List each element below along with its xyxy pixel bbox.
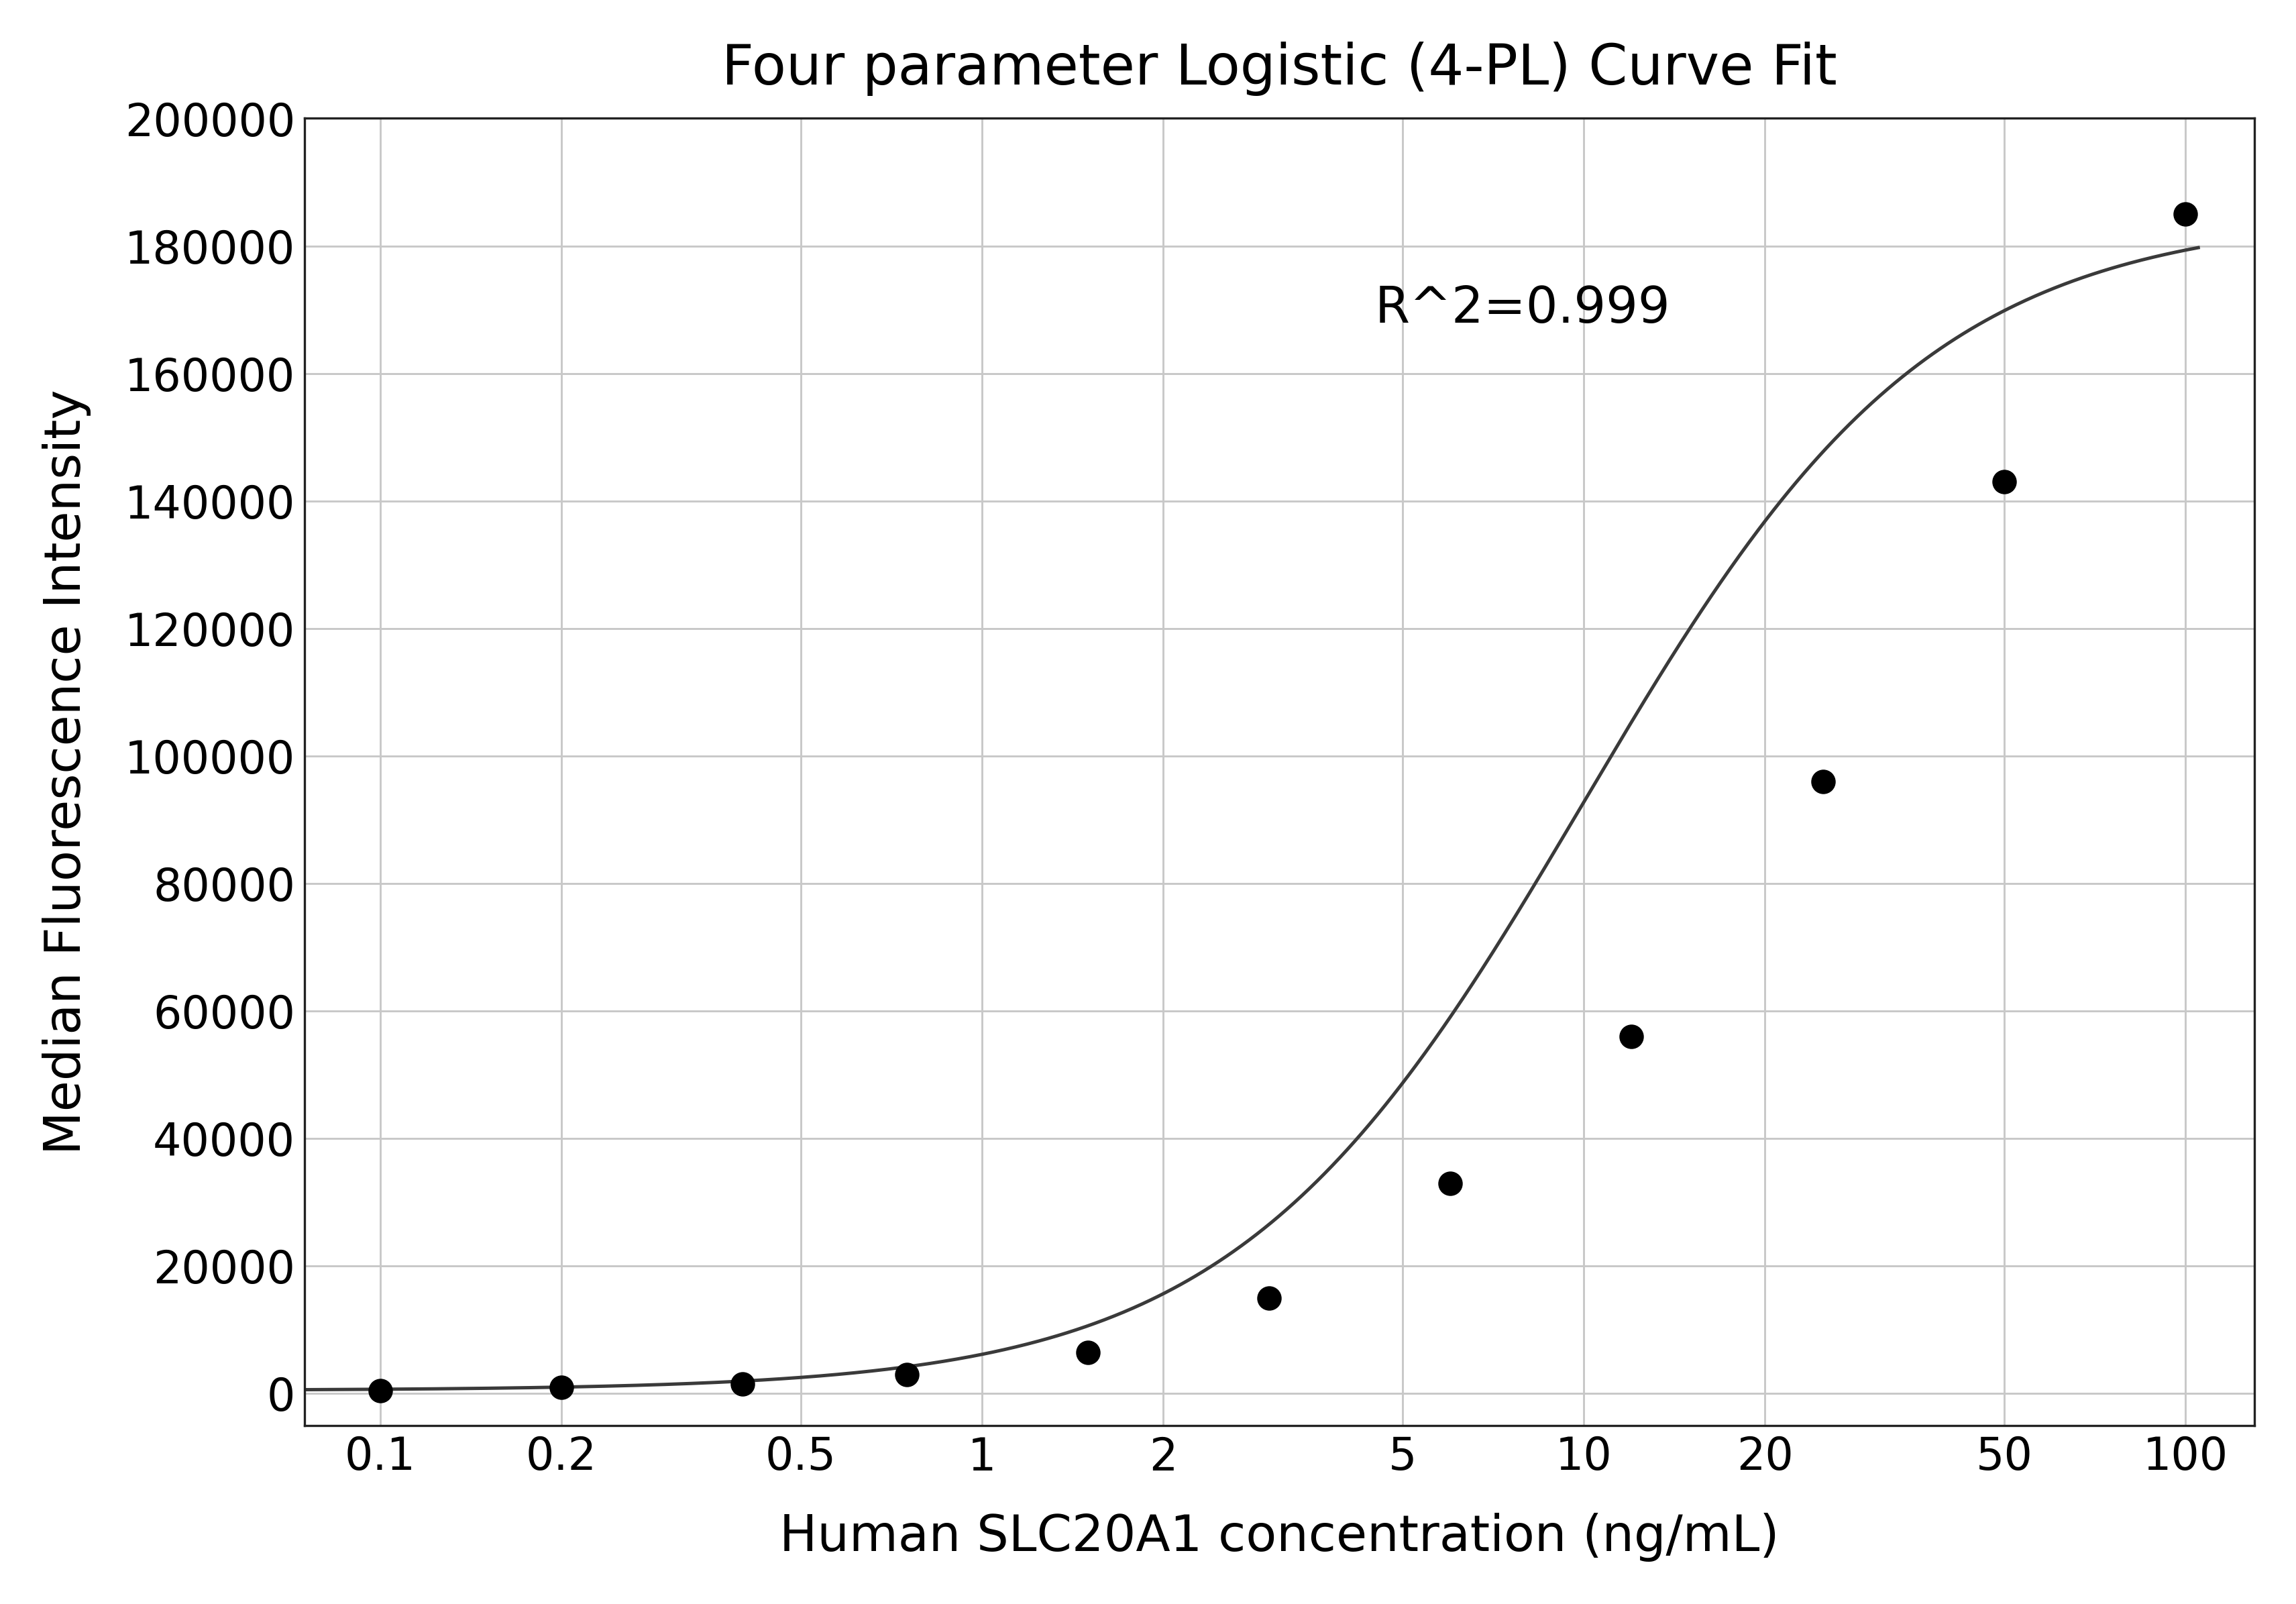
Text: R^2=0.999: R^2=0.999	[1375, 284, 1671, 334]
Point	[1433, 1171, 1469, 1197]
Point	[1986, 468, 2023, 494]
X-axis label: Human SLC20A1 concentration (ng/mL): Human SLC20A1 concentration (ng/mL)	[781, 1513, 1779, 1562]
Point	[1251, 1285, 1288, 1310]
Y-axis label: Median Fluorescence Intensity: Median Fluorescence Intensity	[41, 390, 92, 1155]
Point	[1070, 1339, 1107, 1365]
Point	[1805, 768, 1841, 794]
Point	[889, 1362, 925, 1387]
Point	[542, 1375, 579, 1400]
Point	[2167, 200, 2204, 226]
Point	[1614, 1023, 1651, 1049]
Point	[723, 1371, 760, 1397]
Title: Four parameter Logistic (4-PL) Curve Fit: Four parameter Logistic (4-PL) Curve Fit	[721, 42, 1837, 96]
Point	[363, 1378, 400, 1404]
